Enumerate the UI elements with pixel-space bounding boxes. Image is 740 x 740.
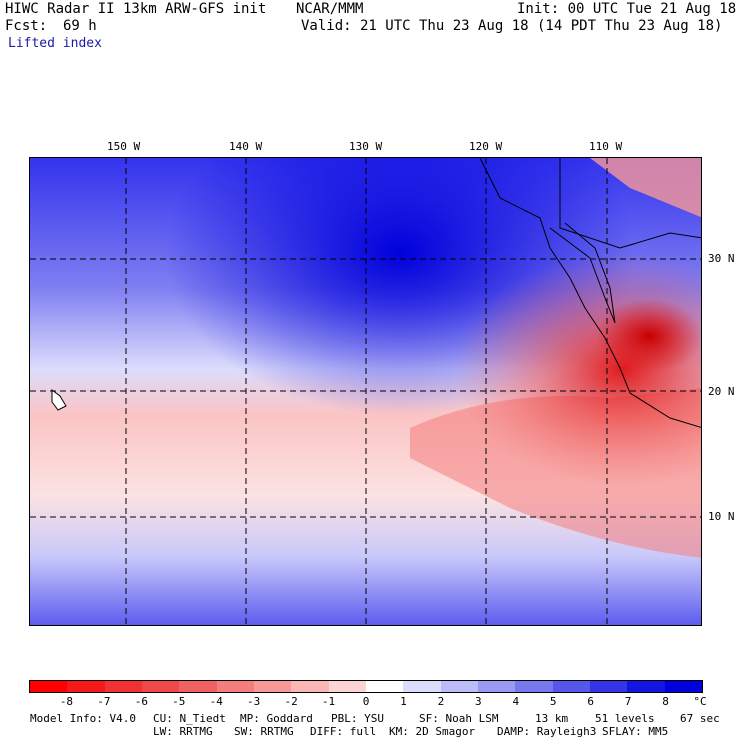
colorbar-swatch [291, 681, 329, 692]
colorbar-swatch [216, 681, 254, 692]
colorbar-swatch [104, 681, 142, 692]
colorbar-swatch [627, 681, 665, 692]
coastline [479, 158, 701, 428]
footer-levels: 51 levels [595, 712, 655, 725]
graticule [30, 158, 701, 625]
lat-label-20n: 20 N [708, 385, 735, 398]
lon-label-140w: 140 W [229, 140, 263, 153]
unstable-southwest-us [560, 158, 701, 218]
lon-label-130w: 130 W [349, 140, 383, 153]
colorbar-tick-label: 5 [549, 695, 557, 708]
colorbar-tick-label: 7 [624, 695, 632, 708]
colorbar-tick-label: -5 [172, 695, 186, 708]
colorbar-tick-label: -3 [247, 695, 261, 708]
colorbar [29, 680, 703, 693]
footer-shortwave: SW: RRTMG [234, 725, 294, 738]
colorbar-tick-label: -6 [134, 695, 148, 708]
colorbar-tick-label: 0 [362, 695, 370, 708]
colorbar-swatch [664, 681, 702, 692]
footer-surface-layer: SFLAY: MM5 [602, 725, 669, 738]
colorbar-swatch [328, 681, 366, 692]
valid-time: Valid: 21 UTC Thu 23 Aug 18 (14 PDT Thu … [301, 18, 723, 34]
lifted-index-map [29, 157, 702, 626]
colorbar-swatch [179, 681, 217, 692]
baja-coast [549, 222, 616, 324]
footer-damping: DAMP: Rayleigh3 [497, 725, 597, 738]
colorbar-swatch [253, 681, 292, 692]
colorbar-swatch [403, 681, 441, 692]
colorbar-tick-label: -1 [321, 695, 336, 708]
colorbar-unit: °C [693, 695, 707, 708]
colorbar-tick-label: 3 [475, 695, 482, 708]
footer-longwave: LW: RRTMG [153, 725, 213, 738]
footer-timestep: 67 sec [680, 712, 720, 725]
model-title: HIWC Radar II 13km ARW-GFS init [5, 1, 267, 17]
footer-microphysics: MP: Goddard [240, 712, 313, 725]
colorbar-swatch [477, 681, 516, 692]
forecast-hour: 69 h [63, 18, 97, 34]
organization-label: NCAR/MMM [296, 1, 364, 17]
colorbar-swatch [30, 681, 68, 692]
colorbar-swatch [440, 681, 478, 692]
colorbar-swatch [515, 681, 553, 692]
lon-label-110w: 110 W [589, 140, 623, 153]
colorbar-swatch [552, 681, 590, 692]
lat-label-10n: 10 N [708, 510, 735, 523]
footer-km: KM: 2D Smagor [389, 725, 476, 738]
colorbar-tick-label: -4 [209, 695, 223, 708]
footer-diffusion: DIFF: full [310, 725, 377, 738]
colorbar-tick-label: -8 [59, 695, 74, 708]
colorbar-tick-label: 8 [662, 695, 669, 708]
footer-model-info: Model Info: V4.0 [30, 712, 136, 725]
colorbar-tick-label: 1 [400, 695, 407, 708]
footer-pbl: PBL: YSU [331, 712, 384, 725]
footer-cumulus: CU: N_Tiedt [153, 712, 226, 725]
hawaii-island [51, 389, 67, 411]
footer-resolution: 13 km [535, 712, 569, 725]
forecast-label: Fcst: [5, 18, 48, 34]
border-us-mexico [559, 158, 701, 249]
colorbar-swatch [141, 681, 180, 692]
colorbar-tick-label: 6 [587, 695, 594, 708]
lat-label-30n: 30 N [708, 252, 735, 265]
colorbar-swatch [365, 681, 404, 692]
footer-surface: SF: Noah LSM [419, 712, 499, 725]
colorbar-tick-label: -2 [284, 695, 298, 708]
lon-label-120w: 120 W [469, 140, 503, 153]
colorbar-tick-label: -7 [97, 695, 111, 708]
field-name: Lifted index [8, 36, 102, 51]
colorbar-tick-label: 4 [512, 695, 520, 708]
lon-label-150w: 150 W [107, 140, 141, 153]
init-time: Init: 00 UTC Tue 21 Aug 18 [517, 1, 737, 17]
map-canvas [30, 158, 701, 625]
colorbar-swatch [589, 681, 628, 692]
colorbar-tick-label: 2 [437, 695, 445, 708]
colorbar-swatch [67, 681, 105, 692]
